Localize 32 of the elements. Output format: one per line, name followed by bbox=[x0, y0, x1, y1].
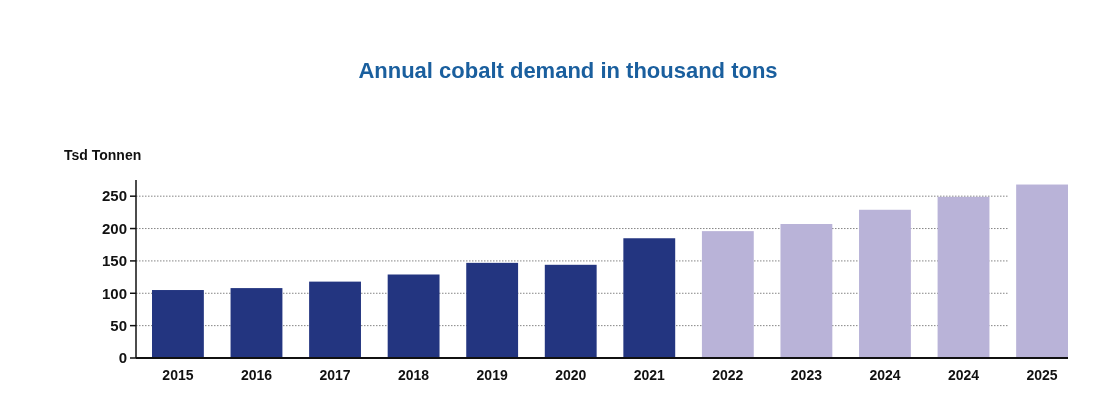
x-tick-label: 2024 bbox=[869, 367, 901, 383]
bar bbox=[937, 196, 990, 358]
y-tick-label: 50 bbox=[110, 316, 127, 334]
x-tick-label: 2024 bbox=[947, 367, 980, 383]
y-tick-label: 100 bbox=[101, 284, 127, 302]
y-axis-title: Tsd Tonnen bbox=[64, 147, 142, 163]
bar bbox=[309, 281, 361, 358]
x-tick-label: 2020 bbox=[555, 367, 587, 383]
chart-title: Annual cobalt demand in thousand tons bbox=[358, 58, 778, 83]
x-tick-label: 2016 bbox=[240, 367, 273, 383]
bar bbox=[701, 231, 754, 358]
bar bbox=[230, 288, 283, 358]
bar bbox=[859, 209, 911, 358]
bar bbox=[466, 262, 519, 358]
bar bbox=[1016, 184, 1068, 358]
x-tick-label: 2023 bbox=[790, 367, 823, 383]
x-tick-label: 2017 bbox=[319, 367, 351, 383]
y-tick-label: 0 bbox=[118, 349, 127, 367]
x-tick-label: 2025 bbox=[1026, 367, 1058, 383]
bar bbox=[623, 238, 676, 358]
bar bbox=[544, 264, 597, 358]
y-tick-label: 250 bbox=[101, 187, 127, 205]
x-tick-label: 2018 bbox=[398, 367, 430, 383]
bar bbox=[780, 224, 833, 358]
y-tick-label: 150 bbox=[101, 252, 127, 270]
x-tick-label: 2021 bbox=[633, 367, 666, 383]
x-tick-label: 2015 bbox=[162, 367, 194, 383]
x-tick-label: 2019 bbox=[476, 367, 508, 383]
x-tick-label: 2022 bbox=[712, 367, 744, 383]
bar bbox=[152, 290, 204, 358]
bar bbox=[387, 274, 440, 358]
y-tick-label: 200 bbox=[101, 219, 127, 237]
